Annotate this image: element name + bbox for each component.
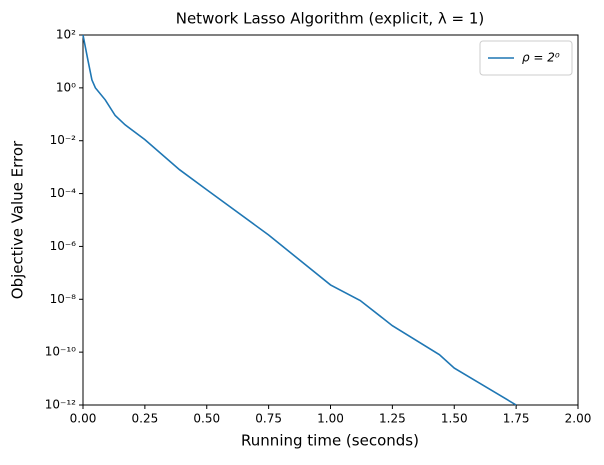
x-axis-label: Running time (seconds) — [241, 432, 419, 450]
x-tick-label: 2.00 — [565, 412, 592, 426]
y-axis-label: Objective Value Error — [9, 140, 27, 299]
legend-label: ρ = 2⁰ — [522, 51, 560, 65]
legend-box — [479, 40, 573, 76]
y-tick-label: 10⁻¹⁰ — [45, 345, 76, 359]
x-tick-label: 1.00 — [317, 412, 344, 426]
y-tick-label: 10⁻¹² — [45, 398, 76, 412]
x-tick-label: 1.25 — [379, 412, 406, 426]
x-tick-label: 0.75 — [255, 412, 282, 426]
y-tick-label: 10⁻² — [50, 133, 77, 147]
x-tick-label: 1.50 — [441, 412, 468, 426]
y-tick-label: 10⁻⁴ — [50, 186, 77, 200]
y-tick-label: 10² — [56, 28, 76, 42]
y-tick-label: 10⁰ — [56, 80, 76, 94]
x-tick-label: 0.50 — [193, 412, 220, 426]
x-tick-label: 0.25 — [132, 412, 159, 426]
y-tick-label: 10⁻⁶ — [50, 239, 77, 253]
y-tick-label: 10⁻⁸ — [50, 292, 77, 306]
chart-title: Network Lasso Algorithm (explicit, λ = 1… — [176, 10, 485, 28]
line-series — [82, 34, 517, 406]
x-tick-label: 1.75 — [503, 412, 530, 426]
x-tick-label: 0.00 — [70, 412, 97, 426]
plot-frame — [82, 34, 579, 406]
